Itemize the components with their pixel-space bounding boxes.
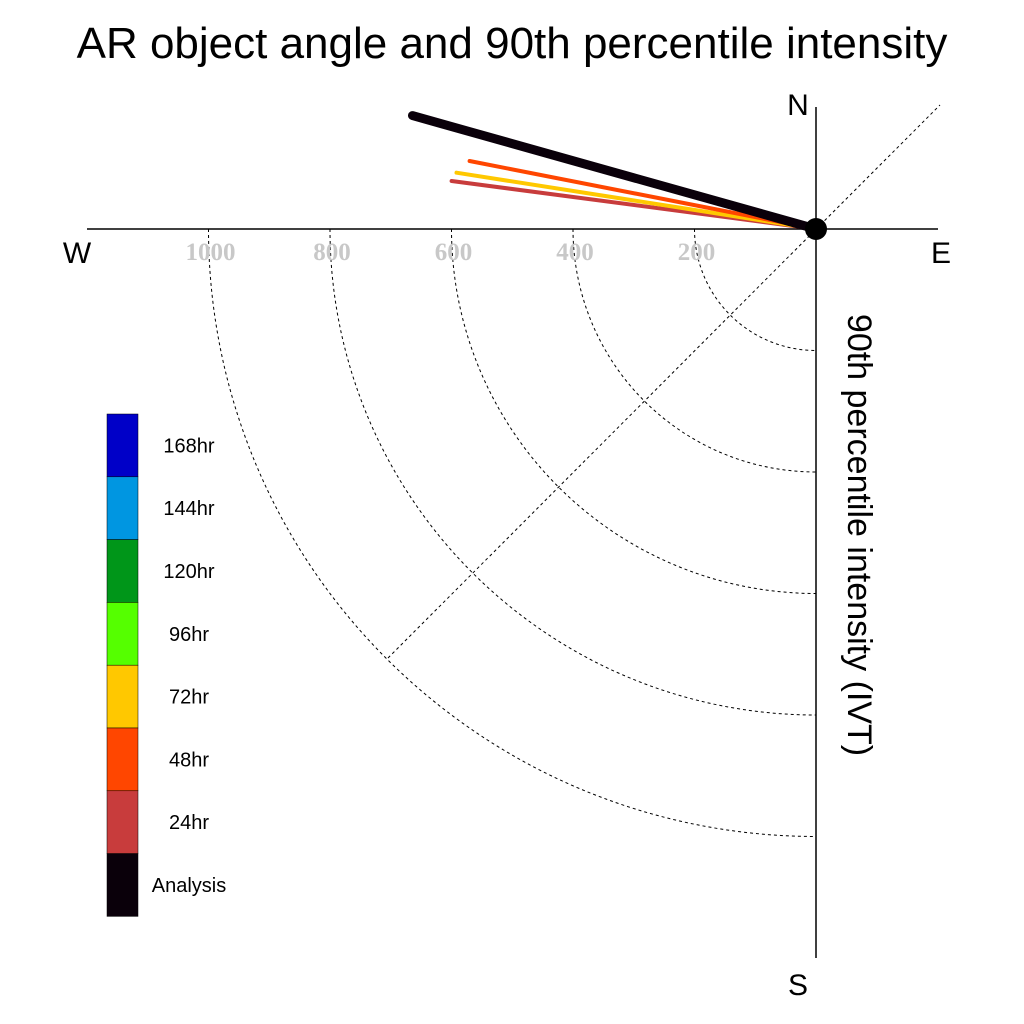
- compass-north-label: N: [787, 89, 809, 122]
- legend: 168hr 144hr 120hr 96hr 72hr 48hr 24hr Analysis: [106, 413, 226, 917]
- radial-axis-label: 90th percentile intensity (IVT): [840, 314, 878, 756]
- legend-swatch-144hr: [106, 476, 139, 540]
- compass-west-label: W: [63, 237, 92, 270]
- grid-arc-600: [451, 228, 817, 594]
- grid-diagonal: [387, 104, 941, 659]
- tick-label-200: 200: [678, 239, 716, 266]
- legend-label-48hr: 48hr: [169, 749, 209, 771]
- series-vector-72hr: [454, 170, 818, 231]
- legend-swatch-48hr: [106, 727, 139, 792]
- compass-south-label: S: [788, 969, 808, 1002]
- legend-swatch-168hr: [106, 413, 139, 478]
- grid-layer: [208, 104, 941, 837]
- legend-swatch-72hr: [106, 664, 139, 729]
- legend-swatch-96hr: [106, 602, 139, 666]
- tick-label-600: 600: [435, 239, 473, 266]
- tick-label-400: 400: [556, 239, 594, 266]
- axes-layer: [87, 107, 938, 958]
- legend-label-24hr: 24hr: [169, 812, 209, 834]
- radial-tick-labels: 200 400 600 800 1000: [186, 239, 716, 266]
- legend-swatch-120hr: [106, 539, 139, 603]
- grid-arc-800: [329, 228, 817, 716]
- legend-label-168hr: 168hr: [163, 435, 214, 457]
- grid-arc-400: [572, 228, 817, 473]
- legend-label-96hr: 96hr: [169, 624, 209, 646]
- legend-swatch-analysis: [106, 853, 139, 917]
- grid-arc-200: [694, 228, 817, 351]
- series-vector-48hr: [467, 159, 818, 231]
- chart-title: AR object angle and 90th percentile inte…: [77, 19, 948, 68]
- tick-label-1000: 1000: [186, 239, 236, 266]
- series-vector-analysis: [408, 111, 821, 234]
- origin-marker: [805, 218, 827, 240]
- legend-label-120hr: 120hr: [163, 561, 214, 583]
- series-layer: [408, 111, 821, 234]
- legend-label-72hr: 72hr: [169, 687, 209, 709]
- legend-label-144hr: 144hr: [163, 498, 214, 520]
- tick-label-800: 800: [313, 239, 351, 266]
- legend-label-analysis: Analysis: [152, 875, 226, 897]
- compass-east-label: E: [931, 237, 951, 270]
- grid-arc-1000: [208, 228, 817, 837]
- legend-swatch-24hr: [106, 790, 139, 854]
